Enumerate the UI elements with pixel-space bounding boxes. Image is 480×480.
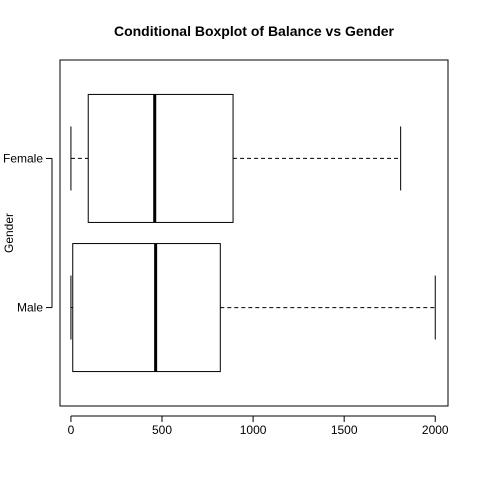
x-axis: 0 500 1000 1500 2000 xyxy=(68,415,449,437)
boxes xyxy=(70,93,436,373)
y-axis: Female Male xyxy=(3,151,53,315)
iqr-box xyxy=(87,93,234,223)
x-tick-label: 0 xyxy=(68,423,75,437)
chart-title: Conditional Boxplot of Balance vs Gender xyxy=(114,23,395,39)
box-female xyxy=(70,93,402,223)
x-tick-label: 2000 xyxy=(422,423,449,437)
y-tick-label: Male xyxy=(17,301,43,315)
y-tick-label: Female xyxy=(3,151,43,165)
y-axis-label: Gender xyxy=(2,213,16,253)
box-male xyxy=(70,243,436,373)
iqr-box xyxy=(72,243,221,373)
plot-area-border xyxy=(59,59,449,407)
x-tick-label: 1000 xyxy=(240,423,267,437)
x-tick-label: 500 xyxy=(152,423,172,437)
x-tick-label: 1500 xyxy=(331,423,358,437)
